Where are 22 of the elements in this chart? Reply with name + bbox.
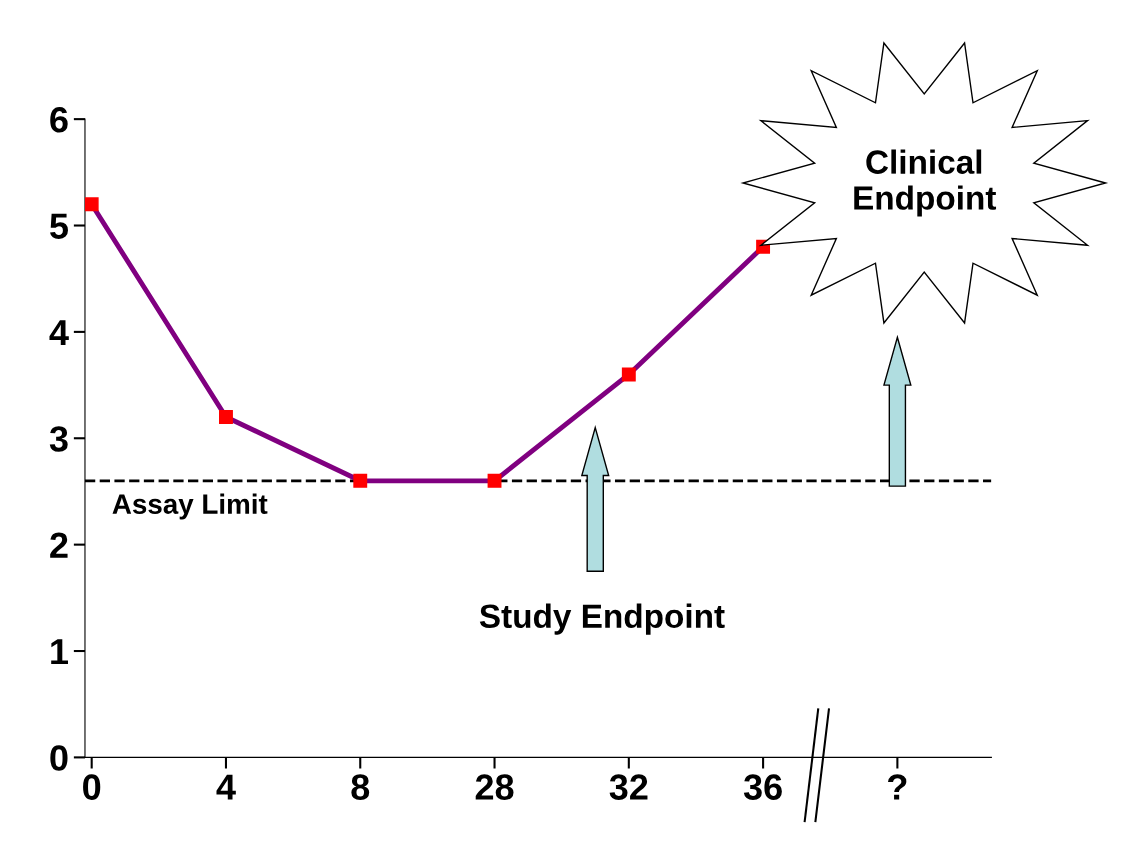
x-tick-label: 0: [83, 774, 101, 800]
point: [84, 197, 99, 212]
x-tick-label: 8: [351, 774, 370, 800]
y-tick-label: 3: [49, 426, 68, 452]
y-tick-label: 5: [50, 213, 68, 239]
annotation: Clinical Endpoint: [854, 149, 997, 217]
annotation: Study Endpoint: [479, 603, 725, 635]
y-tick-label: 4: [49, 320, 69, 345]
point: [219, 410, 233, 424]
x-tick-label: 4: [216, 774, 236, 800]
x-tick-label: 28: [475, 774, 514, 800]
y-tick-label: 1: [51, 639, 68, 665]
x-tick-label: 36: [743, 774, 782, 800]
y-tick-label: 0: [50, 745, 68, 771]
ref-line-label: Assay Limit: [112, 493, 268, 520]
y-tick-label: 2: [50, 532, 68, 558]
y-tick-label: 6: [50, 107, 68, 133]
point: [621, 367, 636, 382]
x-tick-label: ?: [888, 774, 907, 800]
point: [487, 473, 502, 488]
point: [353, 473, 368, 488]
x-tick-label: 32: [609, 774, 648, 800]
